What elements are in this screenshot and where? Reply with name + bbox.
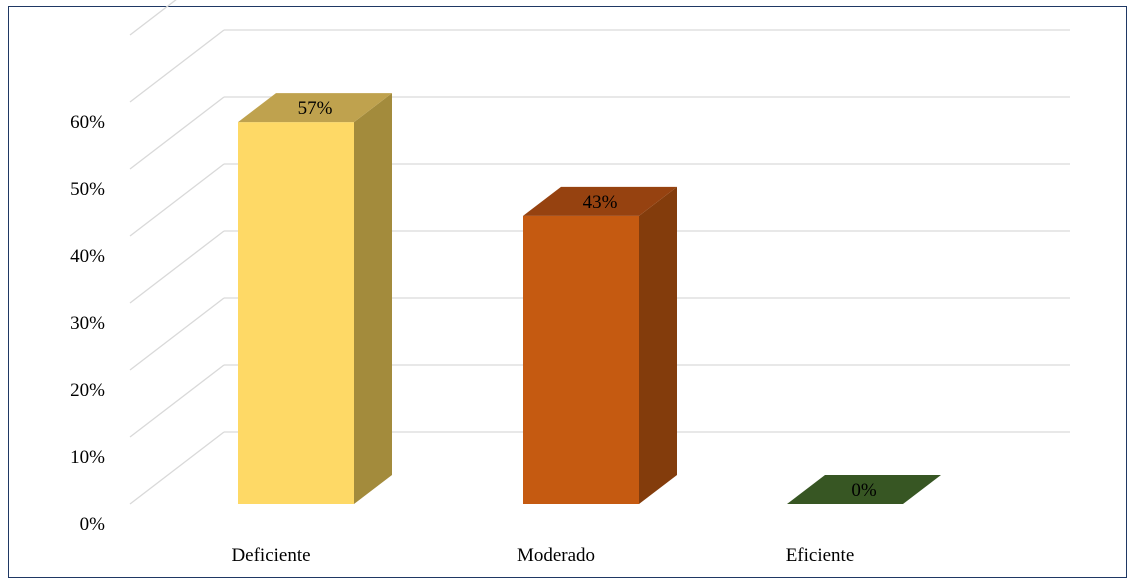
y-tick-label: 20% [70,380,105,401]
bar-side [639,186,677,504]
side-gridline [129,364,225,438]
data-label: 57% [298,98,333,119]
bar-side [354,93,392,504]
category-label: Eficiente [786,545,855,566]
side-gridline [129,0,177,36]
y-tick-label: 0% [80,514,106,535]
bar-front [238,122,354,504]
bar-flat [787,475,941,504]
side-gridline [129,29,225,103]
side-gridline [129,163,225,237]
bar-top [238,93,392,123]
bar-front [523,215,639,504]
y-tick-label: 40% [70,246,105,267]
y-axis-ticks: 0% 10% 20% 30% 40% 50% 60% [70,112,105,535]
bars [238,93,941,504]
bar-top [523,186,677,216]
y-tick-label: 60% [70,112,105,133]
side-gridline [129,96,225,170]
category-label: Deficiente [231,545,310,566]
category-label: Moderado [517,545,595,566]
data-label: 0% [851,480,877,501]
data-labels: 57% 43% 0% [298,98,877,501]
x-axis-categories: Deficiente Moderado Eficiente [231,545,854,566]
y-tick-label: 50% [70,179,105,200]
y-tick-label: 30% [70,313,105,334]
side-gridline [129,431,225,505]
side-gridline [129,230,225,304]
data-label: 43% [583,192,618,213]
y-tick-label: 10% [70,447,105,468]
side-gridline [129,297,225,371]
